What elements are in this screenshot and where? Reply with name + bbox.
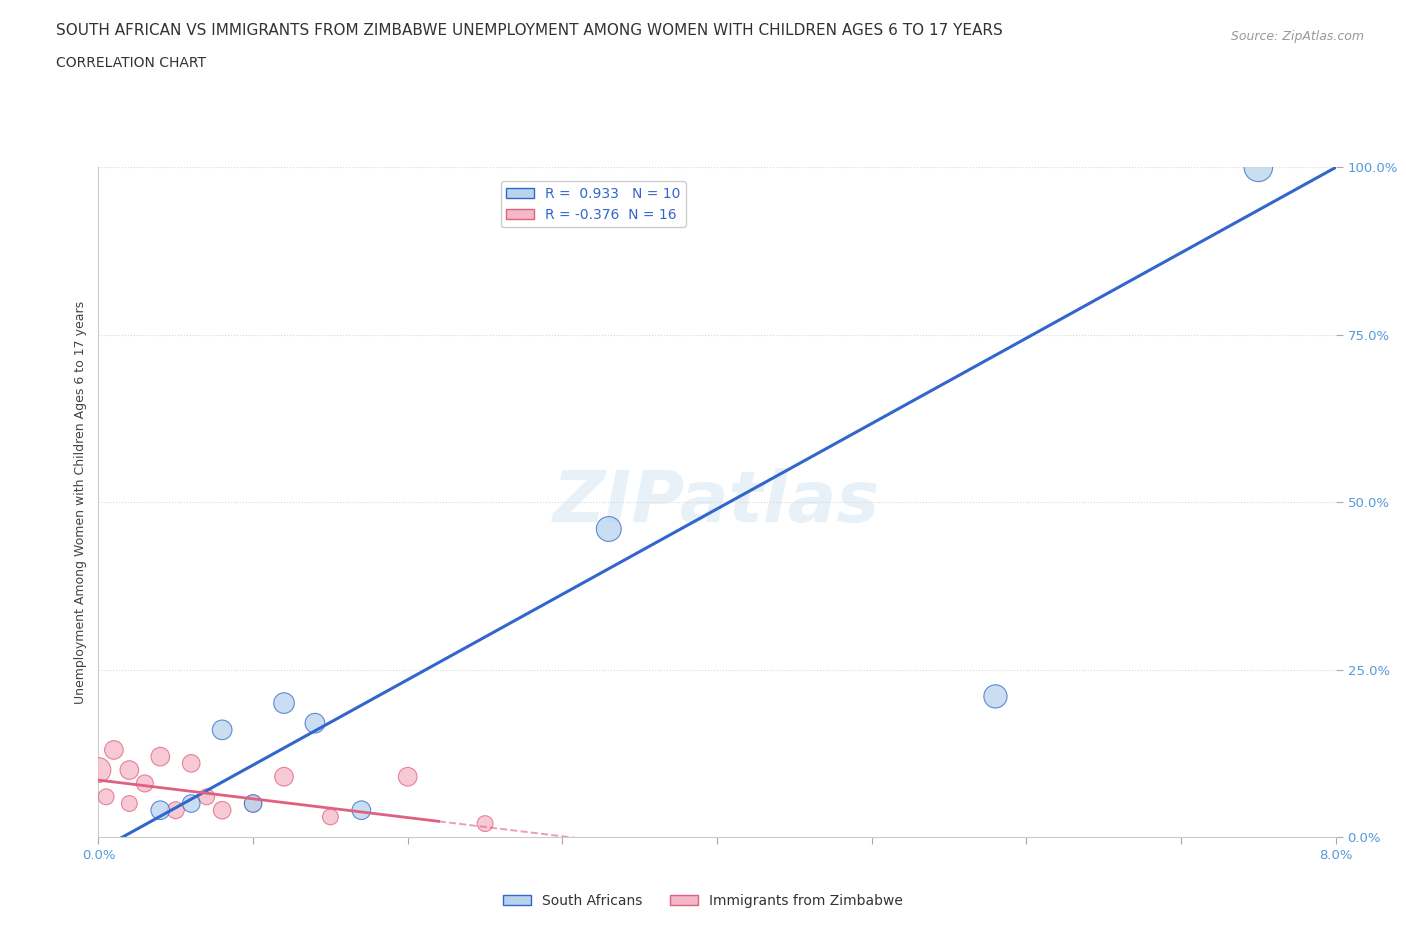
Point [1247,160,1270,175]
Text: SOUTH AFRICAN VS IMMIGRANTS FROM ZIMBABWE UNEMPLOYMENT AMONG WOMEN WITH CHILDREN: SOUTH AFRICAN VS IMMIGRANTS FROM ZIMBABW… [56,23,1002,38]
Point [319,809,342,824]
Point [103,742,125,757]
Point [87,763,110,777]
Point [195,790,218,804]
Point [242,796,264,811]
Text: Source: ZipAtlas.com: Source: ZipAtlas.com [1230,30,1364,43]
Point [118,763,141,777]
Point [211,723,233,737]
Point [598,522,620,537]
Point [134,776,156,790]
Point [211,803,233,817]
Point [118,796,141,811]
Point [273,769,295,784]
Point [984,689,1007,704]
Text: ZIPatlas: ZIPatlas [554,468,880,537]
Y-axis label: Unemployment Among Women with Children Ages 6 to 17 years: Unemployment Among Women with Children A… [75,300,87,704]
Legend: R =  0.933   N = 10, R = -0.376  N = 16: R = 0.933 N = 10, R = -0.376 N = 16 [501,181,686,227]
Point [242,796,264,811]
Legend: South Africans, Immigrants from Zimbabwe: South Africans, Immigrants from Zimbabwe [498,889,908,914]
Point [396,769,419,784]
Text: CORRELATION CHART: CORRELATION CHART [56,56,207,70]
Point [149,750,172,764]
Point [96,790,118,804]
Point [149,803,172,817]
Point [304,716,326,731]
Point [180,756,202,771]
Point [273,696,295,711]
Point [165,803,187,817]
Point [350,803,373,817]
Point [180,796,202,811]
Point [474,817,496,831]
